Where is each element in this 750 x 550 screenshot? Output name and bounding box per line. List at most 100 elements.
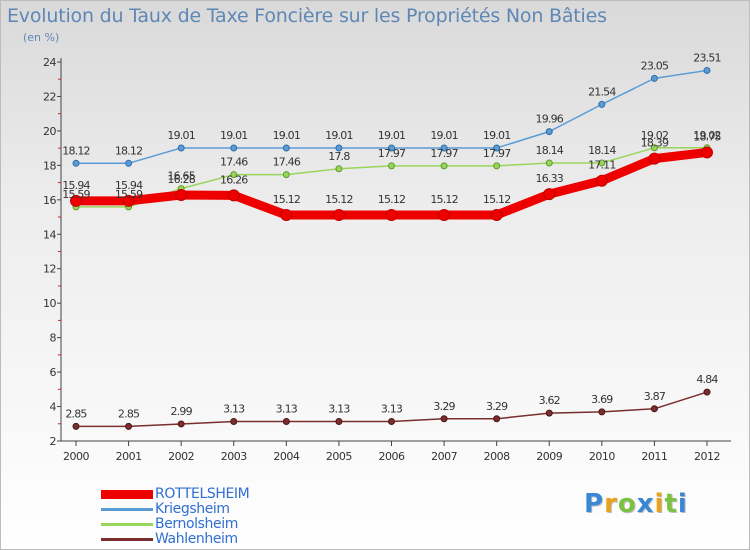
data-label-bernolsheim: 19.02: [693, 129, 721, 142]
data-label-bernolsheim: 17.97: [483, 147, 511, 160]
data-point-kriegsheim: [282, 144, 290, 152]
data-label-kriegsheim: 18.12: [62, 144, 90, 157]
data-point-kriegsheim: [493, 144, 501, 152]
data-label-wahlenheim: 3.13: [276, 403, 298, 416]
data-label-wahlenheim: 3.13: [381, 403, 403, 416]
data-point-kriegsheim: [125, 159, 133, 167]
data-point-kriegsheim: [703, 66, 711, 74]
x-tick-label: 2010: [589, 450, 615, 463]
data-point-rottelsheim: [122, 194, 135, 207]
data-point-rottelsheim: [175, 188, 188, 201]
data-point-wahlenheim: [493, 415, 501, 423]
data-point-bernolsheim: [335, 165, 343, 173]
data-point-wahlenheim: [703, 388, 711, 396]
data-label-wahlenheim: 3.29: [433, 400, 455, 413]
data-label-rottelsheim: 15.12: [378, 193, 406, 206]
legend-swatch: [101, 523, 153, 526]
data-label-bernolsheim: 16.65: [167, 170, 195, 183]
x-tick-label: 2003: [221, 450, 247, 463]
data-point-bernolsheim: [282, 171, 290, 179]
x-tick-label: 2007: [431, 450, 457, 463]
data-point-kriegsheim: [545, 128, 553, 136]
legend-swatch: [101, 490, 153, 499]
logo-letter: x: [636, 489, 655, 519]
data-point-kriegsheim: [230, 144, 238, 152]
x-tick-label: 2001: [116, 450, 142, 463]
data-point-wahlenheim: [598, 408, 606, 416]
data-label-rottelsheim: 15.12: [325, 193, 353, 206]
data-point-bernolsheim: [388, 162, 395, 170]
data-label-bernolsheim: 15.59: [62, 188, 90, 201]
data-point-kriegsheim: [72, 159, 80, 167]
y-tick-label: 6: [50, 366, 57, 379]
data-point-rottelsheim: [227, 189, 240, 202]
logo-letter: i: [677, 489, 688, 519]
data-point-wahlenheim: [230, 418, 238, 426]
data-point-rottelsheim: [490, 208, 503, 221]
data-label-wahlenheim: 3.13: [328, 403, 350, 416]
data-point-wahlenheim: [177, 420, 185, 428]
data-point-kriegsheim: [177, 144, 185, 152]
legend-label: Wahlenheim: [155, 531, 238, 547]
data-label-bernolsheim: 17.97: [430, 147, 458, 160]
data-label-wahlenheim: 2.85: [65, 407, 87, 420]
data-label-kriegsheim: 19.01: [325, 129, 353, 142]
chart-title: Evolution du Taux de Taxe Foncière sur l…: [7, 5, 607, 27]
data-label-rottelsheim: 17.11: [588, 159, 616, 172]
data-point-rottelsheim: [438, 208, 451, 221]
data-point-bernolsheim: [545, 159, 553, 167]
data-label-rottelsheim: 15.94: [62, 179, 90, 192]
data-point-wahlenheim: [282, 418, 290, 426]
data-label-bernolsheim: 15.59: [115, 188, 143, 201]
y-tick-label: 20: [43, 125, 56, 138]
data-label-bernolsheim: 17.97: [378, 147, 406, 160]
data-point-kriegsheim: [650, 74, 658, 82]
data-point-bernolsheim: [650, 144, 658, 152]
data-label-kriegsheim: 19.01: [273, 129, 301, 142]
x-tick-label: 2012: [694, 450, 720, 463]
data-label-kriegsheim: 19.01: [220, 129, 248, 142]
y-tick-label: 8: [50, 332, 57, 345]
data-label-rottelsheim: 16.28: [167, 173, 195, 186]
data-label-kriegsheim: 19.01: [483, 129, 511, 142]
series-lines: [70, 66, 713, 430]
data-label-kriegsheim: 18.12: [115, 144, 143, 157]
data-label-kriegsheim: 23.51: [693, 51, 721, 64]
data-point-wahlenheim: [440, 415, 448, 423]
logo-letter: i: [654, 489, 665, 519]
y-tick-label: 10: [43, 297, 56, 310]
logo-letter: t: [664, 489, 678, 519]
logo-letter: r: [604, 489, 618, 519]
y-tick-label: 24: [43, 56, 56, 69]
legend-label: Bernolsheim: [155, 516, 238, 532]
data-label-bernolsheim: 17.46: [220, 156, 248, 169]
y-tick-label: 16: [43, 194, 56, 207]
data-label-wahlenheim: 3.29: [486, 400, 508, 413]
data-label-wahlenheim: 4.84: [696, 373, 718, 386]
data-point-kriegsheim: [440, 144, 448, 152]
x-tick-label: 2009: [536, 450, 562, 463]
x-tick-label: 2006: [379, 450, 405, 463]
legend-swatch: [101, 538, 153, 541]
y-tick-label: 12: [43, 263, 56, 276]
data-point-bernolsheim: [493, 162, 501, 170]
data-point-rottelsheim: [701, 146, 713, 159]
data-point-wahlenheim: [388, 418, 395, 426]
data-label-rottelsheim: 15.94: [115, 179, 143, 192]
data-point-rottelsheim: [543, 188, 556, 201]
x-tick-label: 2008: [484, 450, 510, 463]
y-tick-label: 18: [43, 159, 56, 172]
data-point-wahlenheim: [125, 422, 133, 430]
data-label-kriegsheim: 23.05: [641, 59, 669, 72]
logo-letter: P: [584, 489, 605, 519]
data-point-rottelsheim: [385, 208, 398, 221]
y-tick-label: 14: [43, 228, 56, 241]
data-point-wahlenheim: [650, 405, 658, 413]
data-label-kriegsheim: 19.01: [167, 129, 195, 142]
data-labels: 15.94 15.94 16.28 16.26 15.12 15.12 15.12 15.12…: [62, 51, 722, 420]
data-label-bernolsheim: 17.8: [328, 150, 350, 163]
data-point-wahlenheim: [545, 409, 553, 417]
data-point-rottelsheim: [280, 208, 293, 221]
